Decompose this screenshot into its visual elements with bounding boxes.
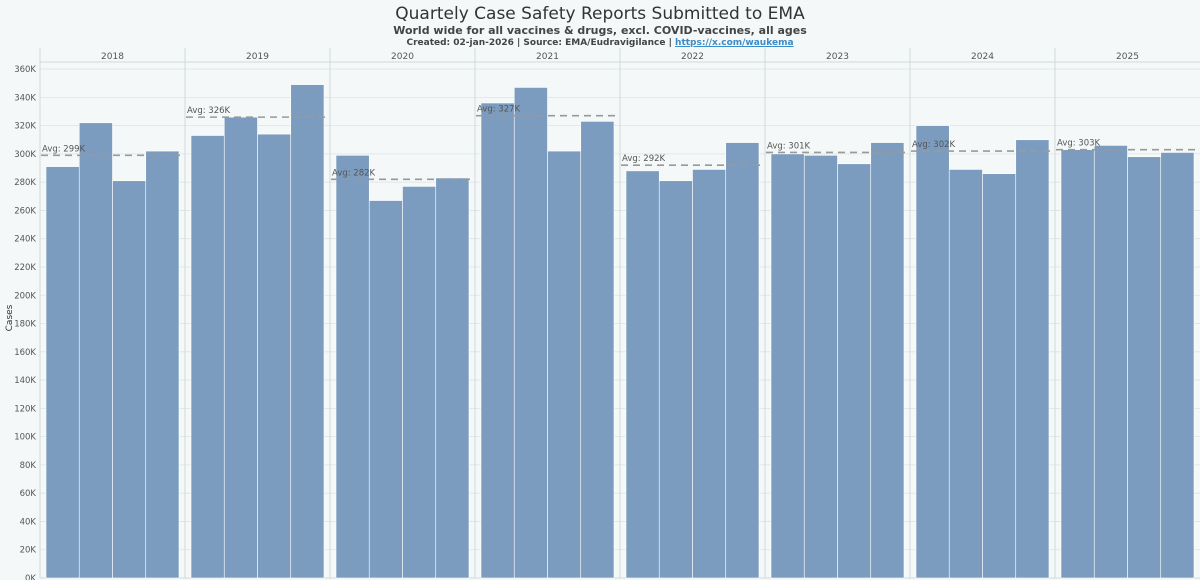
bar — [625, 170, 660, 579]
y-tick-label: 20K — [20, 546, 37, 556]
y-tick-label: 320K — [14, 122, 36, 132]
y-tick-label: 40K — [20, 517, 37, 527]
bar — [692, 169, 727, 579]
y-tick-label: 340K — [14, 93, 36, 103]
bar — [290, 84, 325, 579]
year-header-label: 2021 — [536, 52, 559, 62]
y-tick-label: 80K — [20, 461, 37, 471]
y-tick-label: 260K — [14, 206, 36, 216]
bar — [1015, 139, 1050, 579]
chart-credits: Created: 02-jan-2026 | Source: EMA/Eudra… — [0, 38, 1200, 48]
y-tick-label: 120K — [14, 404, 36, 414]
avg-label: Avg: 301K — [767, 141, 811, 151]
bar — [45, 166, 80, 579]
y-tick-label: 280K — [14, 178, 36, 188]
y-tick-label: 360K — [14, 65, 36, 75]
avg-label: Avg: 299K — [42, 144, 86, 154]
bar — [190, 135, 225, 579]
bar — [1093, 145, 1128, 579]
year-header-label: 2018 — [101, 52, 124, 62]
credits-link[interactable]: https://x.com/waukema — [675, 38, 794, 48]
y-tick-label: 100K — [14, 433, 36, 443]
y-tick-label: 300K — [14, 150, 36, 160]
bar — [223, 116, 258, 579]
credits-text: Created: 02-jan-2026 | Source: EMA/Eudra… — [406, 38, 676, 48]
bar — [837, 163, 872, 579]
chart-subtitle: World wide for all vaccines & drugs, exc… — [393, 24, 807, 37]
bar — [547, 150, 582, 579]
avg-label: Avg: 326K — [187, 106, 231, 116]
bar — [1060, 149, 1095, 579]
bar — [435, 177, 470, 579]
chart-title: Quartely Case Safety Reports Submitted t… — [395, 4, 805, 24]
y-tick-label: 60K — [20, 489, 37, 499]
bar — [658, 180, 693, 579]
year-header-label: 2024 — [971, 52, 994, 62]
y-tick-label: 180K — [14, 320, 36, 330]
avg-label: Avg: 302K — [912, 140, 956, 150]
avg-label: Avg: 303K — [1057, 139, 1101, 149]
bar — [112, 180, 147, 579]
bar — [915, 125, 950, 579]
bar — [870, 142, 905, 579]
bar — [982, 173, 1017, 579]
year-header-label: 2020 — [391, 52, 414, 62]
y-tick-label: 220K — [14, 263, 36, 273]
bar — [803, 155, 838, 579]
y-tick-label: 140K — [14, 376, 36, 386]
bar — [335, 155, 370, 579]
bar — [78, 122, 113, 579]
bar — [770, 153, 805, 579]
avg-label: Avg: 327K — [477, 105, 521, 115]
year-header-label: 2025 — [1116, 52, 1139, 62]
bar — [480, 102, 515, 579]
y-axis-title: Cases — [5, 304, 15, 331]
bar — [145, 150, 180, 579]
year-header-label: 2022 — [681, 52, 704, 62]
bar — [948, 169, 983, 579]
year-header-label: 2019 — [246, 52, 269, 62]
bar — [257, 133, 292, 579]
y-tick-label: 200K — [14, 291, 36, 301]
y-tick-label: 160K — [14, 348, 36, 358]
year-header-label: 2023 — [826, 52, 849, 62]
bar — [368, 200, 403, 579]
y-tick-label: 240K — [14, 235, 36, 245]
bar — [1160, 152, 1195, 579]
bar — [1127, 156, 1162, 579]
bar — [402, 186, 437, 579]
bar — [580, 121, 615, 579]
bar — [725, 142, 760, 579]
y-tick-label: 0K — [25, 574, 36, 580]
avg-label: Avg: 292K — [622, 154, 666, 164]
avg-label: Avg: 282K — [332, 168, 376, 178]
bar — [513, 87, 548, 579]
